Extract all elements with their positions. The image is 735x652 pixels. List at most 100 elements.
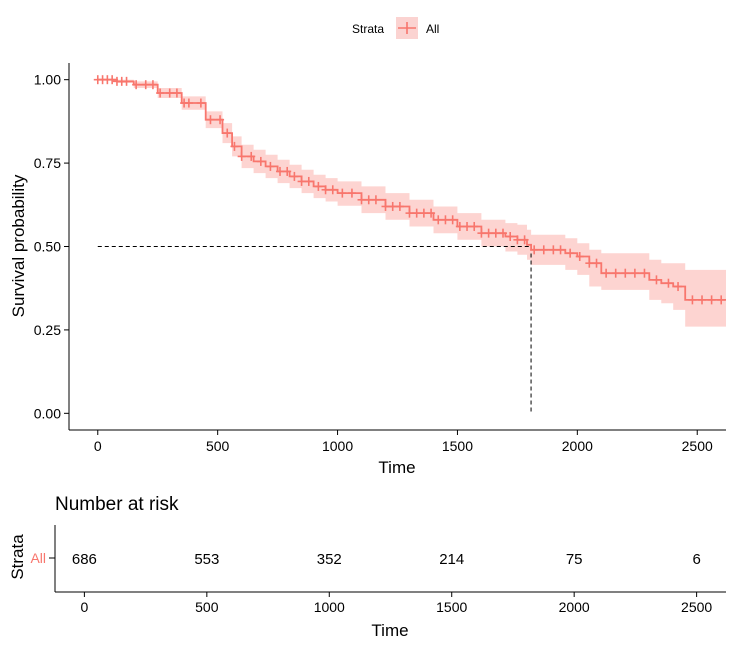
risk-x-tick-label: 2000 bbox=[559, 599, 590, 615]
censor-mark bbox=[347, 188, 356, 198]
censor-mark bbox=[381, 201, 390, 211]
censor-mark bbox=[499, 228, 508, 238]
y-tick-label: 0.00 bbox=[34, 405, 61, 421]
x-tick-label: 1500 bbox=[442, 438, 473, 454]
risk-table-row-label: All bbox=[30, 550, 46, 566]
censor-mark bbox=[477, 228, 486, 238]
censor-mark bbox=[520, 235, 529, 245]
censor-mark bbox=[664, 278, 673, 288]
survival-plot: 0.00 0.25 0.50 0.75 1.00 0 500 1000 1500 2000 250… bbox=[9, 63, 727, 477]
x-tick-label: 2500 bbox=[682, 438, 713, 454]
risk-value: 214 bbox=[439, 551, 464, 568]
censor-mark bbox=[484, 228, 493, 238]
censor-mark bbox=[640, 268, 649, 278]
censor-mark bbox=[630, 268, 639, 278]
censor-mark bbox=[674, 282, 683, 292]
censor-mark bbox=[247, 151, 256, 161]
censor-mark bbox=[230, 141, 239, 151]
censor-mark bbox=[132, 80, 141, 90]
censor-mark bbox=[688, 295, 697, 305]
x-tick-label: 500 bbox=[206, 438, 230, 454]
risk-x-tick-label: 2500 bbox=[681, 599, 712, 615]
censor-mark bbox=[108, 75, 117, 85]
censor-mark bbox=[419, 208, 428, 218]
censor-mark bbox=[491, 228, 500, 238]
risk-x-axis-ticks: 0 500 1000 1500 2000 2500 bbox=[80, 592, 712, 615]
censor-mark bbox=[611, 268, 620, 278]
censor-mark bbox=[441, 215, 450, 225]
y-tick-label: 0.75 bbox=[34, 155, 61, 171]
survival-marks bbox=[93, 75, 727, 414]
risk-value: 352 bbox=[317, 551, 342, 568]
risk-table-y-label: Strata bbox=[8, 534, 27, 580]
legend-label: All bbox=[426, 22, 439, 36]
censor-mark bbox=[314, 181, 323, 191]
y-axis-ticks: 0.00 0.25 0.50 0.75 1.00 bbox=[34, 72, 69, 421]
censor-mark bbox=[585, 258, 594, 268]
censor-mark bbox=[652, 275, 661, 285]
censor-mark bbox=[256, 156, 265, 166]
legend: Strata All bbox=[352, 17, 439, 39]
censor-mark bbox=[172, 88, 181, 98]
censor-mark bbox=[427, 208, 436, 218]
censor-mark bbox=[717, 295, 726, 305]
censor-mark bbox=[364, 195, 373, 205]
risk-table-x-label: Time bbox=[371, 621, 408, 640]
censor-mark bbox=[698, 295, 707, 305]
censor-mark bbox=[412, 208, 421, 218]
censor-mark bbox=[530, 245, 539, 255]
censor-mark bbox=[575, 252, 584, 262]
y-tick-label: 1.00 bbox=[34, 72, 61, 88]
risk-x-tick-label: 0 bbox=[80, 599, 88, 615]
censor-mark bbox=[156, 88, 165, 98]
censor-mark bbox=[141, 80, 150, 90]
x-axis-label: Time bbox=[378, 458, 415, 477]
censor-mark bbox=[196, 98, 205, 108]
x-tick-label: 1000 bbox=[322, 438, 353, 454]
censor-mark bbox=[405, 208, 414, 218]
censor-mark bbox=[276, 166, 285, 176]
censor-mark bbox=[621, 268, 630, 278]
censor-mark bbox=[165, 88, 174, 98]
risk-value: 6 bbox=[692, 551, 700, 568]
risk-x-tick-label: 1500 bbox=[436, 599, 467, 615]
censor-mark bbox=[283, 166, 292, 176]
y-axis-label: Survival probability bbox=[9, 174, 28, 317]
censor-mark bbox=[566, 248, 575, 258]
censor-mark bbox=[338, 188, 347, 198]
censor-mark bbox=[395, 201, 404, 211]
y-tick-label: 0.50 bbox=[34, 239, 61, 255]
censor-mark bbox=[206, 115, 215, 125]
censor-mark bbox=[237, 151, 246, 161]
censor-mark bbox=[513, 235, 522, 245]
censor-mark bbox=[223, 128, 232, 138]
confidence-band bbox=[97, 79, 727, 327]
censor-mark bbox=[455, 221, 464, 231]
censor-mark bbox=[549, 245, 558, 255]
censor-mark bbox=[371, 195, 380, 205]
censor-mark bbox=[304, 176, 313, 186]
censor-mark bbox=[297, 176, 306, 186]
censor-mark bbox=[539, 245, 548, 255]
risk-x-tick-label: 1000 bbox=[314, 599, 345, 615]
x-axis-ticks: 0 500 1000 1500 2000 2500 bbox=[94, 430, 713, 454]
censor-mark bbox=[707, 295, 716, 305]
censor-mark bbox=[216, 115, 225, 125]
risk-values: 686 553 352 214 75 6 bbox=[72, 551, 701, 568]
risk-value: 553 bbox=[194, 551, 219, 568]
risk-value: 75 bbox=[566, 551, 583, 568]
censor-mark bbox=[448, 215, 457, 225]
censor-mark bbox=[556, 245, 565, 255]
risk-table: Number at risk Strata All 686 553 352 214 75… bbox=[8, 494, 726, 640]
legend-title: Strata bbox=[352, 22, 384, 36]
censor-mark bbox=[148, 80, 157, 90]
censor-mark bbox=[470, 221, 479, 231]
censor-mark bbox=[266, 161, 275, 171]
censor-mark bbox=[434, 215, 443, 225]
censor-mark bbox=[602, 268, 611, 278]
y-tick-label: 0.25 bbox=[34, 322, 61, 338]
censor-mark bbox=[328, 185, 337, 195]
censor-mark bbox=[357, 195, 366, 205]
risk-value: 686 bbox=[72, 551, 97, 568]
